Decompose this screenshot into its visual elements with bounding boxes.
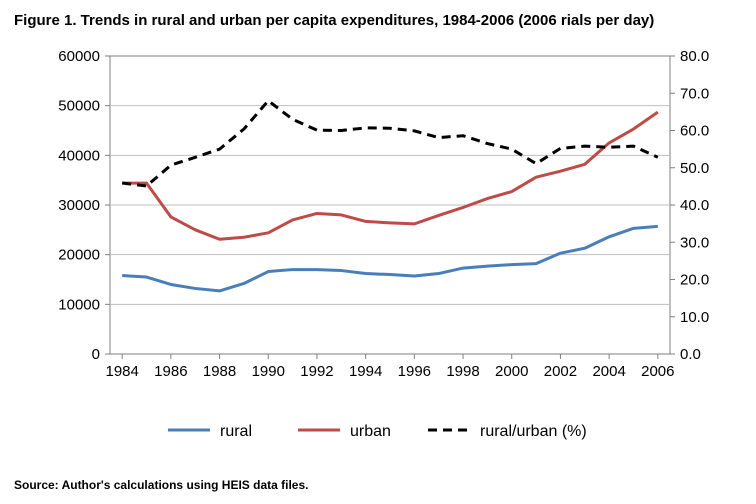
x-label: 2002 [544,363,577,380]
x-label: 1986 [154,363,187,380]
y-left-label: 20000 [58,247,100,264]
y-right-label: 0.0 [680,346,701,363]
legend-label: rural [220,423,252,440]
y-right-label: 20.0 [680,272,709,289]
y-left-label: 30000 [58,197,100,214]
x-label: 1984 [105,363,138,380]
series-rural-urban- [122,101,658,186]
y-left-label: 60000 [58,48,100,65]
y-left-label: 50000 [58,98,100,115]
chart-area: 0 10000 20000 30000 40000 50000 60000 0.0 10.0 20… [0,0,756,460]
x-label: 1992 [300,363,333,380]
x-label: 1994 [349,363,382,380]
source-note: Source: Author's calculations using HEIS… [14,478,308,492]
legend-label: rural/urban (%) [480,423,587,440]
x-label: 1990 [252,363,285,380]
x-label: 2000 [495,363,528,380]
x-label: 2004 [592,363,625,380]
y-right-label: 60.0 [680,123,709,140]
x-label: 1996 [398,363,431,380]
y-left-label: 0 [92,346,100,363]
legend-label: urban [350,423,391,440]
y-right-label: 40.0 [680,197,709,214]
x-label: 1998 [446,363,479,380]
series-rural [122,226,658,291]
y-left-label: 40000 [58,147,100,164]
y-right-label: 10.0 [680,309,709,326]
x-label: 1988 [203,363,236,380]
y-right-label: 30.0 [680,234,709,251]
y-right-label: 70.0 [680,85,709,102]
y-right-label: 80.0 [680,48,709,65]
x-label: 2006 [641,363,674,380]
y-right-label: 50.0 [680,160,709,177]
y-left-label: 10000 [58,296,100,313]
series-urban [122,112,658,239]
